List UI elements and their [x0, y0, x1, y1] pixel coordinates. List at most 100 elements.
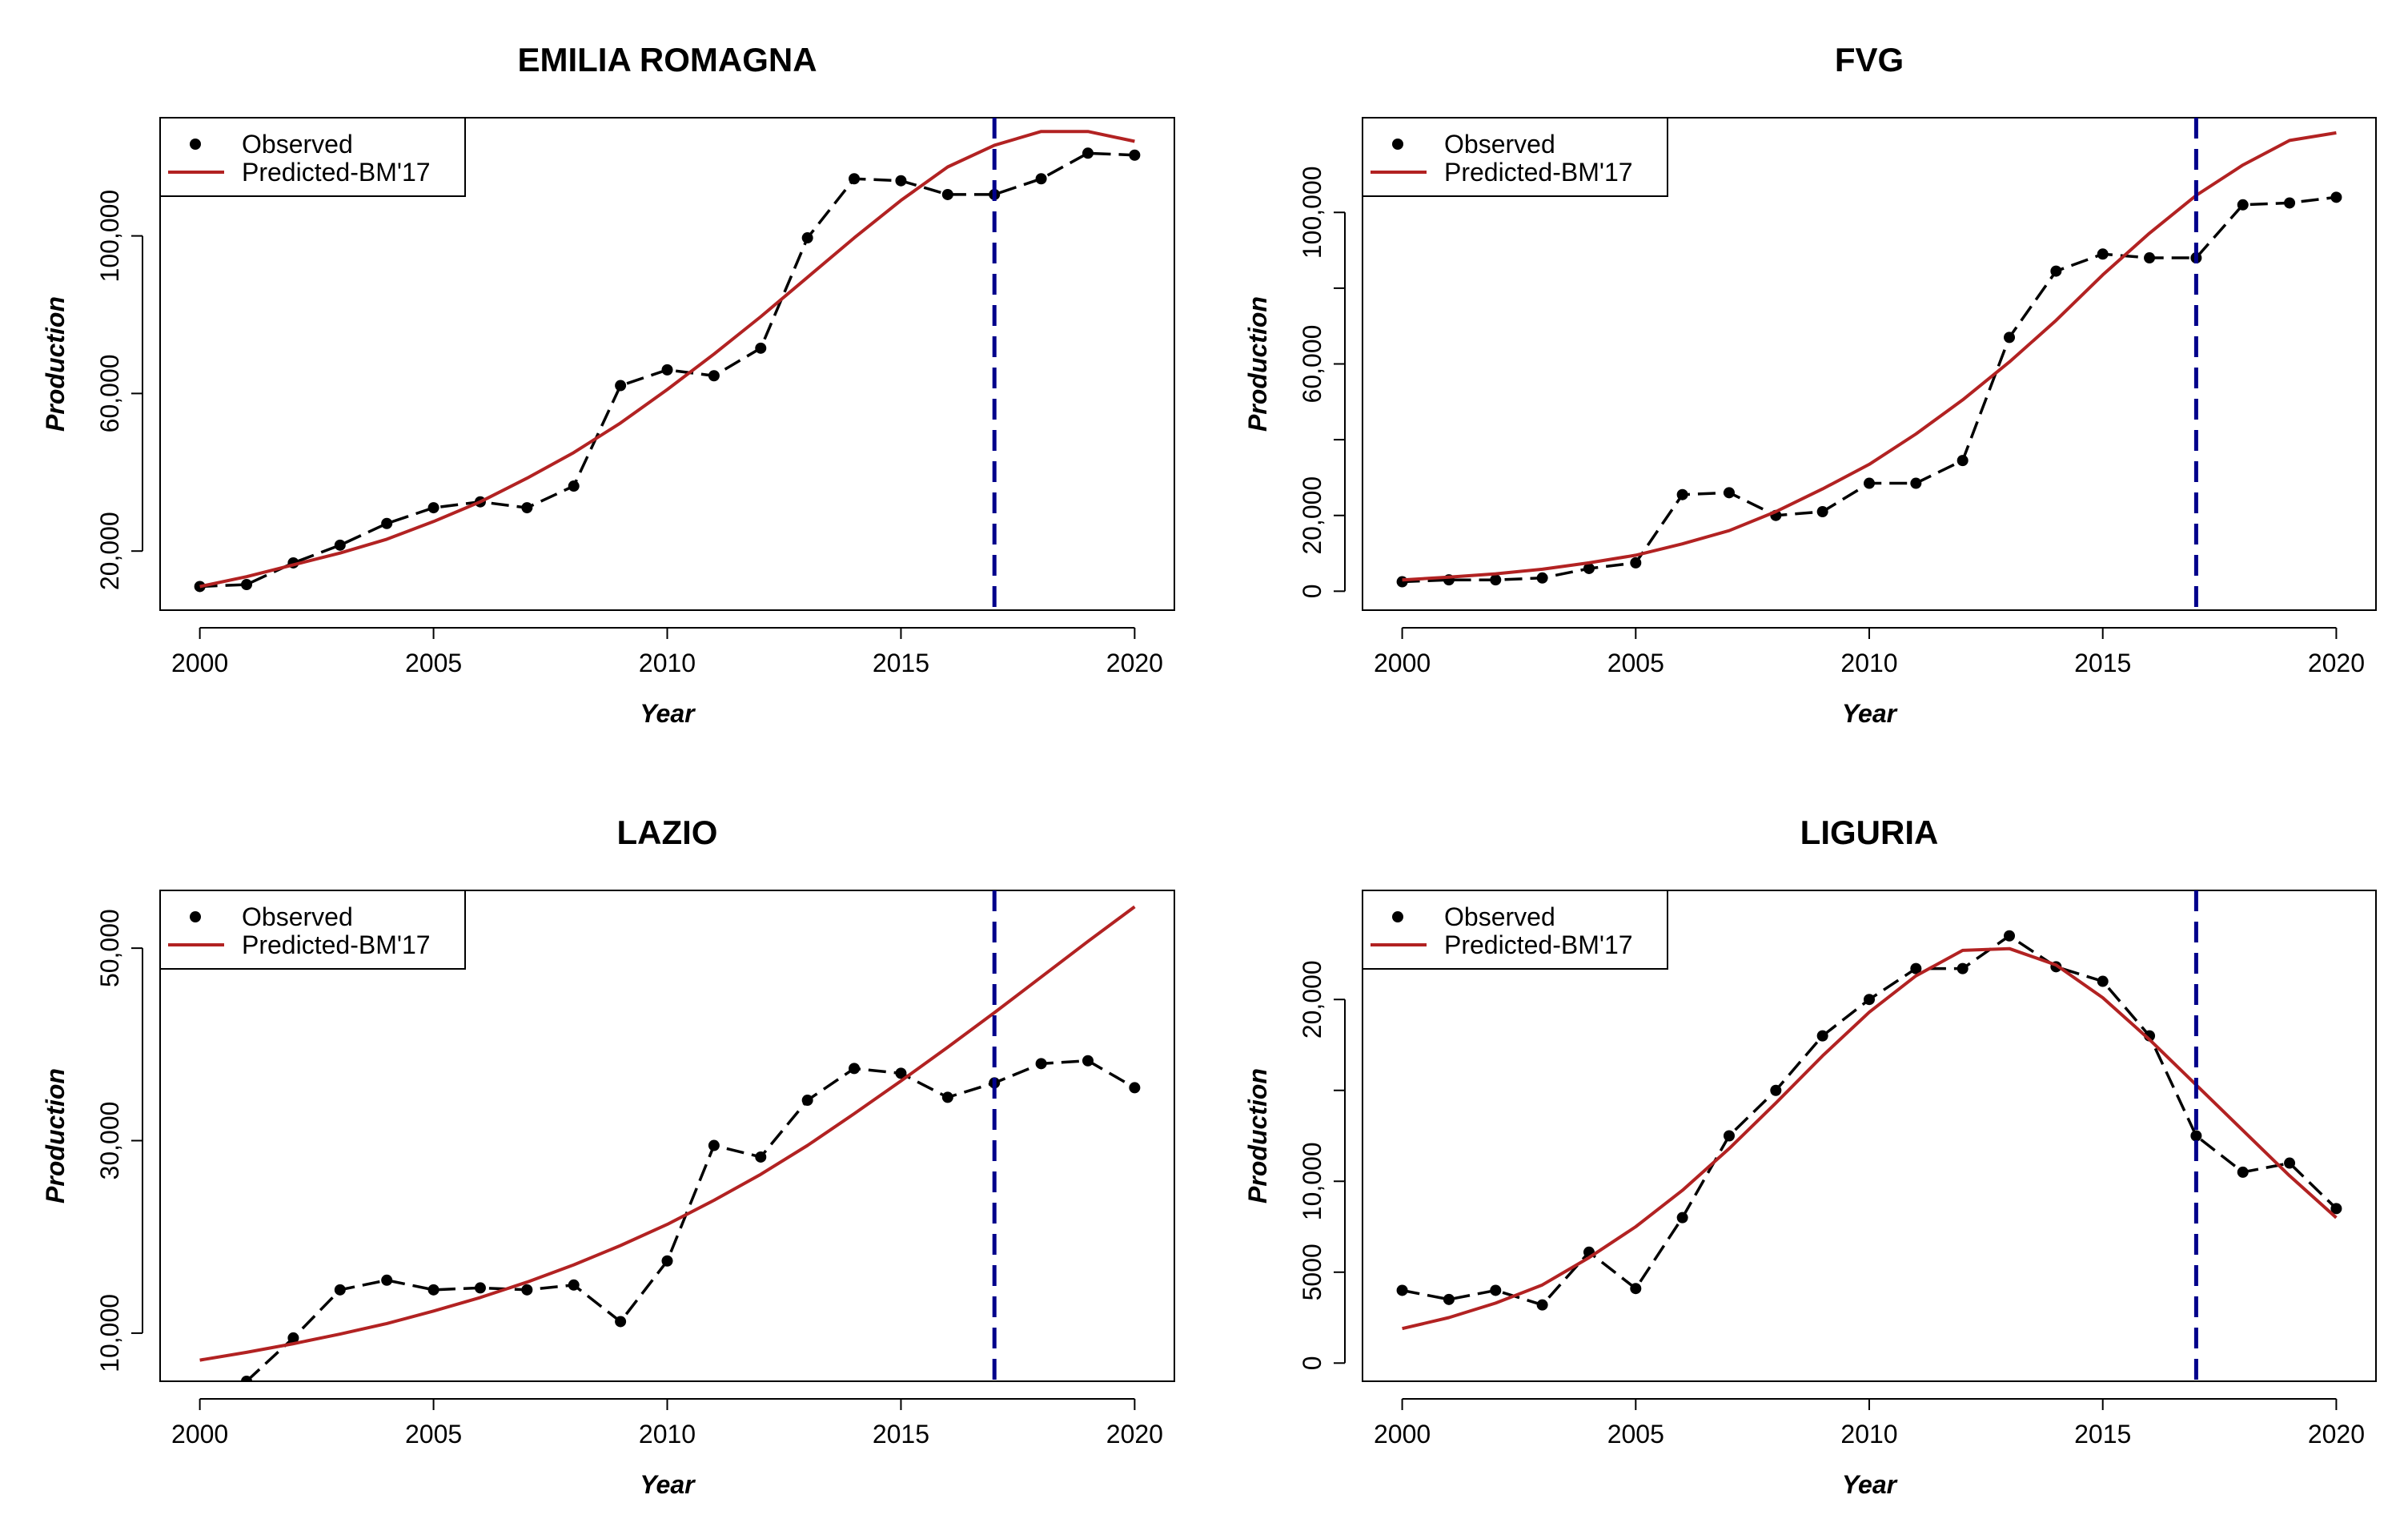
- observed-point: [801, 1095, 813, 1107]
- y-tick-label: 0: [1298, 584, 1326, 598]
- observed-point: [427, 1284, 439, 1296]
- observed-point: [1864, 994, 1875, 1006]
- observed-point: [2004, 332, 2016, 344]
- legend-predicted-label: Predicted-BM'17: [242, 930, 431, 959]
- observed-point: [241, 579, 253, 591]
- observed-point: [2330, 1203, 2342, 1215]
- legend-predicted-label: Predicted-BM'17: [242, 158, 431, 187]
- y-axis: 0 5000 10,000 20,000: [1298, 960, 1346, 1370]
- observed-point: [568, 480, 580, 492]
- observed-point: [1490, 574, 1502, 586]
- observed-point: [427, 502, 439, 514]
- y-tick-label: 30,000: [95, 1102, 124, 1180]
- observed-point: [1129, 1082, 1141, 1094]
- predicted-line: [1402, 946, 2338, 1331]
- plot-frame: [159, 117, 1175, 611]
- x-axis-label: Year: [640, 699, 696, 728]
- y-axis: 20,000 60,000 100,000: [95, 190, 143, 590]
- y-tick-label: 100,000: [95, 190, 124, 283]
- x-tick-label: 2005: [405, 649, 462, 677]
- observed-point: [334, 1284, 346, 1296]
- observed-point: [241, 1376, 253, 1381]
- observed-point: [755, 342, 767, 354]
- legend-observed-marker: [1392, 139, 1403, 150]
- y-tick-label: 20,000: [95, 512, 124, 590]
- y-axis-label: Production: [41, 1068, 70, 1203]
- legend-box: [1362, 117, 1668, 197]
- x-tick-label: 2015: [873, 1420, 929, 1449]
- x-axis-label: Year: [1842, 699, 1898, 728]
- observed-point: [568, 1279, 580, 1291]
- observed-point: [2237, 199, 2249, 211]
- panel-lazio: LAZIO 2000 2005 2010 2015 2020 Year 10,000 30,00…: [41, 814, 1175, 1499]
- x-tick-label: 2015: [2074, 1420, 2131, 1449]
- y-tick-label: 100,000: [1298, 166, 1326, 259]
- observed-point: [1536, 572, 1548, 584]
- plot-frame: [159, 890, 1175, 1382]
- observed-point: [2050, 265, 2062, 277]
- legend-box: [159, 890, 466, 970]
- observed-point: [1443, 1293, 1455, 1305]
- observed-point: [1956, 455, 1969, 467]
- legend-observed-marker: [1392, 911, 1403, 922]
- observed-point: [1396, 576, 1408, 588]
- plot-area: [199, 890, 1141, 1381]
- observed-point: [1864, 477, 1875, 489]
- y-axis: 0 20,000 60,000 100,000: [1298, 166, 1346, 598]
- predicted-line: [199, 130, 1135, 589]
- observed-point: [1630, 1283, 1642, 1295]
- observed-point: [2284, 1157, 2296, 1169]
- observed-point: [287, 1332, 299, 1344]
- observed-point: [334, 539, 346, 551]
- observed-point: [1910, 477, 1922, 489]
- y-tick-label: 10,000: [1298, 1142, 1326, 1220]
- observed-point: [849, 173, 861, 185]
- observed-point: [1676, 1212, 1688, 1224]
- legend-observed-label: Observed: [242, 130, 353, 159]
- observed-point: [1082, 1055, 1094, 1067]
- observed-point: [1910, 962, 1922, 974]
- observed-point: [708, 1139, 720, 1151]
- x-tick-label: 2010: [639, 1420, 696, 1449]
- observed-point: [615, 1316, 627, 1328]
- x-tick-label: 2010: [639, 649, 696, 677]
- legend-observed-label: Observed: [1444, 902, 1555, 931]
- chart-title: LIGURIA: [1800, 814, 1939, 851]
- x-axis: 2000 2005 2010 2015 2020: [171, 1398, 1163, 1449]
- x-axis-label: Year: [640, 1470, 696, 1499]
- x-tick-label: 2005: [405, 1420, 462, 1449]
- observed-point: [1723, 1130, 1735, 1142]
- panel-emilia-romagna: EMILIA ROMAGNA 2000 2005 2010 2015 2020 Year 20…: [41, 41, 1175, 728]
- observed-point: [381, 1274, 393, 1286]
- x-tick-label: 2000: [171, 649, 228, 677]
- observed-point: [2097, 975, 2109, 987]
- legend-observed-label: Observed: [1444, 130, 1555, 159]
- x-tick-label: 2000: [1374, 649, 1431, 677]
- observed-point: [1723, 487, 1735, 499]
- x-tick-label: 2020: [2308, 649, 2365, 677]
- observed-point: [2190, 1130, 2202, 1142]
- observed-point: [2097, 248, 2109, 260]
- observed-point: [1082, 147, 1094, 159]
- observed-point: [2237, 1166, 2249, 1178]
- observed-point: [521, 502, 533, 514]
- observed-point: [755, 1151, 767, 1163]
- x-tick-label: 2010: [1840, 649, 1897, 677]
- observed-point: [1396, 1284, 1408, 1296]
- observed-point: [941, 188, 953, 200]
- y-tick-label: 20,000: [1298, 476, 1326, 555]
- observed-point: [521, 1284, 533, 1296]
- legend-observed-marker: [190, 911, 201, 922]
- observed-point: [1490, 1284, 1502, 1296]
- observed-point: [895, 175, 907, 187]
- x-tick-label: 2010: [1840, 1420, 1897, 1449]
- y-tick-label: 60,000: [1298, 325, 1326, 404]
- observed-point: [661, 364, 673, 376]
- panel-fvg: FVG 2000 2005 2010 2015 2020 Year 0 20,000 60,000…: [1243, 41, 2377, 728]
- x-axis-label: Year: [1842, 1470, 1898, 1499]
- observed-point: [1816, 1030, 1828, 1042]
- chart-title: LAZIO: [617, 814, 718, 851]
- predicted-line: [199, 905, 1136, 1362]
